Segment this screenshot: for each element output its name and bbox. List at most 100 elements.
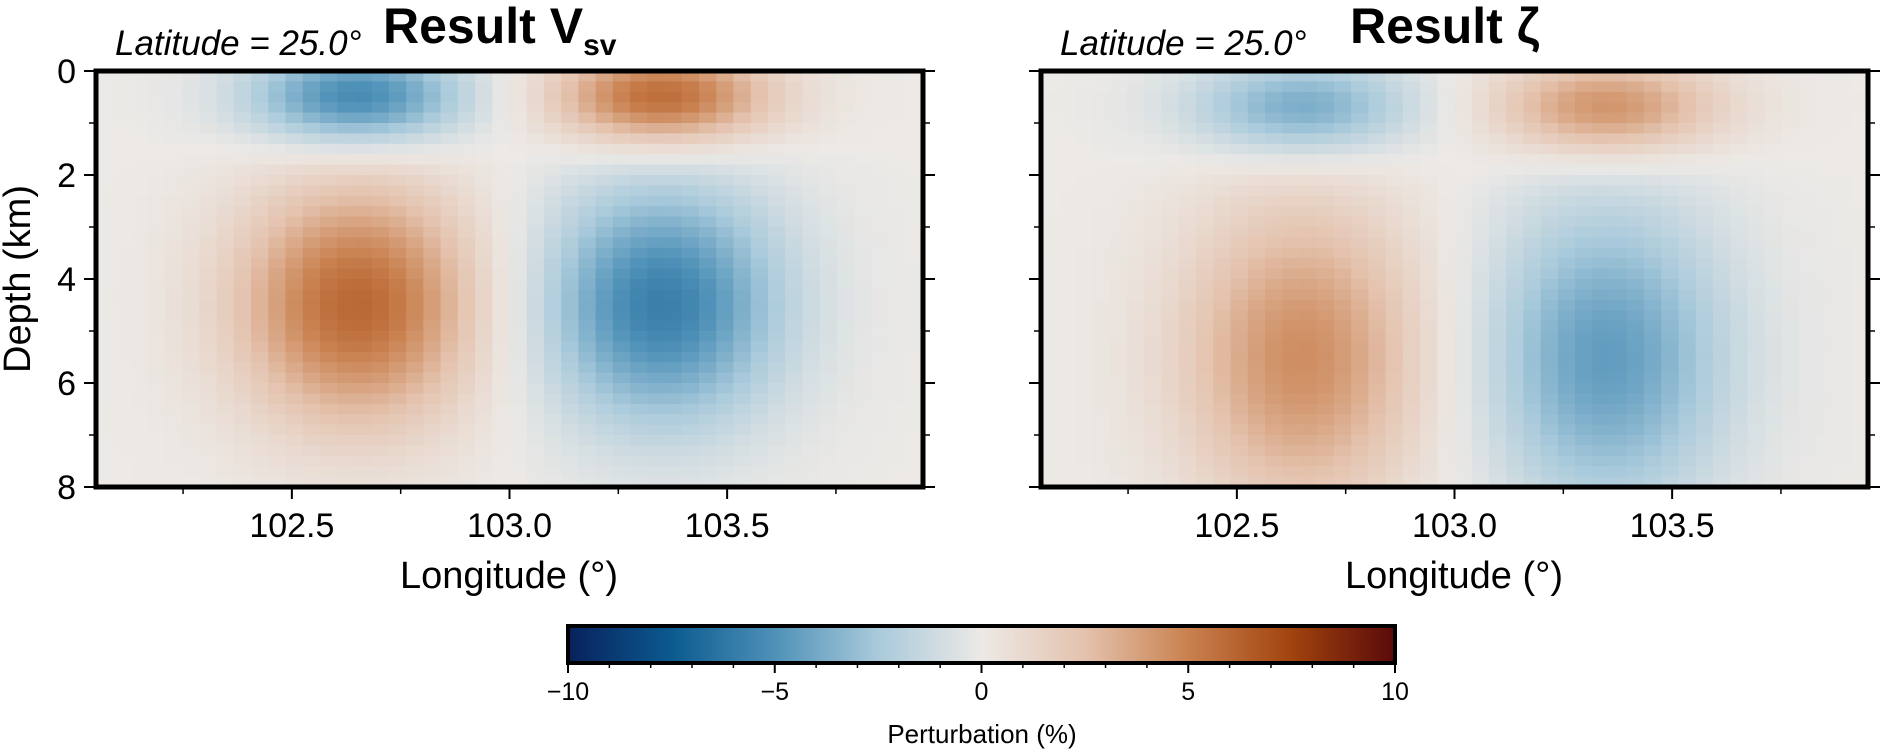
heatmap-cell bbox=[785, 351, 803, 363]
heatmap-cell bbox=[1799, 195, 1817, 207]
heatmap-cell bbox=[371, 299, 390, 311]
heatmap-cell bbox=[1695, 185, 1714, 197]
heatmap-cell bbox=[1109, 393, 1128, 405]
heatmap-cell bbox=[1127, 351, 1145, 363]
heatmap-cell bbox=[1678, 237, 1697, 249]
heatmap-cell bbox=[543, 455, 562, 467]
heatmap-cell bbox=[647, 71, 666, 82]
heatmap-cell bbox=[681, 81, 700, 93]
heatmap-cell bbox=[164, 393, 183, 405]
heatmap-cell bbox=[836, 476, 855, 488]
heatmap-cell bbox=[1816, 268, 1835, 280]
heatmap-cell bbox=[1368, 102, 1387, 114]
heatmap-cell bbox=[1644, 414, 1662, 426]
heatmap-cell bbox=[526, 403, 545, 415]
heatmap-cell bbox=[1592, 455, 1611, 467]
heatmap-cell bbox=[1626, 258, 1645, 270]
heatmap-cell bbox=[1488, 91, 1507, 103]
heatmap-cell bbox=[905, 71, 924, 82]
heatmap-cell bbox=[871, 414, 890, 426]
heatmap-cell bbox=[1351, 247, 1369, 259]
heatmap-cell bbox=[337, 216, 356, 228]
heatmap-cell bbox=[733, 112, 752, 124]
heatmap-cell bbox=[1575, 164, 1593, 176]
heatmap-cell bbox=[595, 372, 614, 384]
heatmap-cell bbox=[543, 154, 562, 166]
heatmap-cell bbox=[1730, 185, 1748, 197]
heatmap-cell bbox=[1247, 455, 1266, 467]
heatmap-cell bbox=[1178, 247, 1197, 259]
heatmap-cell bbox=[1178, 81, 1197, 93]
heatmap-cell bbox=[561, 445, 580, 457]
heatmap-cell bbox=[1471, 455, 1490, 467]
heatmap-cell bbox=[388, 383, 407, 394]
heatmap-cell bbox=[285, 227, 304, 238]
heatmap-cell bbox=[1402, 331, 1421, 342]
heatmap-cell bbox=[1764, 320, 1783, 332]
heatmap-cell bbox=[1747, 320, 1766, 332]
heatmap-cell bbox=[1540, 143, 1559, 155]
heatmap-cell bbox=[905, 351, 924, 363]
heatmap-cell bbox=[1712, 445, 1731, 457]
heatmap-cell bbox=[612, 112, 631, 124]
heatmap-cell bbox=[423, 237, 442, 249]
heatmap-cell bbox=[302, 216, 321, 228]
heatmap-cell bbox=[1196, 227, 1214, 238]
heatmap-cell bbox=[1540, 310, 1559, 322]
heatmap-cell bbox=[1230, 393, 1249, 405]
heatmap-cell bbox=[578, 112, 597, 124]
heatmap-cell bbox=[767, 195, 786, 207]
heatmap-cell bbox=[1058, 71, 1077, 82]
heatmap-cell bbox=[371, 91, 390, 103]
heatmap-cell bbox=[302, 299, 321, 311]
heatmap-cell bbox=[888, 91, 907, 103]
heatmap-cell bbox=[1127, 112, 1145, 124]
heatmap-cell bbox=[1506, 320, 1525, 332]
heatmap-cell bbox=[716, 123, 735, 134]
heatmap-cell bbox=[113, 71, 132, 82]
heatmap-cell bbox=[1833, 227, 1852, 238]
heatmap-cell bbox=[1299, 268, 1318, 280]
heatmap-cell bbox=[543, 258, 562, 270]
heatmap-cell bbox=[388, 247, 407, 259]
heatmap-cell bbox=[1075, 393, 1094, 405]
heatmap-cell bbox=[612, 227, 631, 238]
heatmap-cell bbox=[1075, 112, 1094, 124]
heatmap-cell bbox=[1127, 71, 1145, 82]
heatmap-cell bbox=[1644, 81, 1662, 93]
heatmap-cell bbox=[130, 310, 149, 322]
heatmap-cell bbox=[1161, 227, 1180, 238]
heatmap-cell bbox=[854, 424, 872, 436]
heatmap-cell bbox=[905, 466, 924, 478]
heatmap-cell bbox=[1041, 383, 1059, 394]
heatmap-cell bbox=[388, 299, 407, 311]
heatmap-cell bbox=[1264, 279, 1283, 290]
heatmap-cell bbox=[130, 195, 149, 207]
heatmap-cell bbox=[302, 247, 321, 259]
heatmap-cell bbox=[681, 195, 700, 207]
heatmap-cell bbox=[699, 279, 717, 290]
heatmap-cell bbox=[767, 331, 786, 342]
heatmap-cell bbox=[1747, 247, 1766, 259]
heatmap-cell bbox=[836, 175, 855, 186]
heatmap-cell bbox=[888, 154, 907, 166]
heatmap-cell bbox=[96, 289, 114, 301]
heatmap-cell bbox=[440, 299, 459, 311]
heatmap-cell bbox=[1351, 466, 1369, 478]
heatmap-cell bbox=[681, 237, 700, 249]
heatmap-cell bbox=[1402, 299, 1421, 311]
heatmap-cell bbox=[388, 175, 407, 186]
heatmap-cell bbox=[509, 175, 528, 186]
heatmap-cell bbox=[457, 268, 476, 280]
heatmap-cell bbox=[1747, 216, 1766, 228]
heatmap-cell bbox=[457, 91, 476, 103]
heatmap-cell bbox=[457, 237, 476, 249]
heatmap-cell bbox=[1609, 237, 1628, 249]
heatmap-cell bbox=[1161, 133, 1180, 145]
heatmap-cell bbox=[475, 351, 493, 363]
heatmap-cell bbox=[388, 279, 407, 290]
heatmap-cell bbox=[1695, 299, 1714, 311]
heatmap-cell bbox=[509, 299, 528, 311]
heatmap-cell bbox=[423, 71, 442, 82]
heatmap-cell bbox=[96, 372, 114, 384]
